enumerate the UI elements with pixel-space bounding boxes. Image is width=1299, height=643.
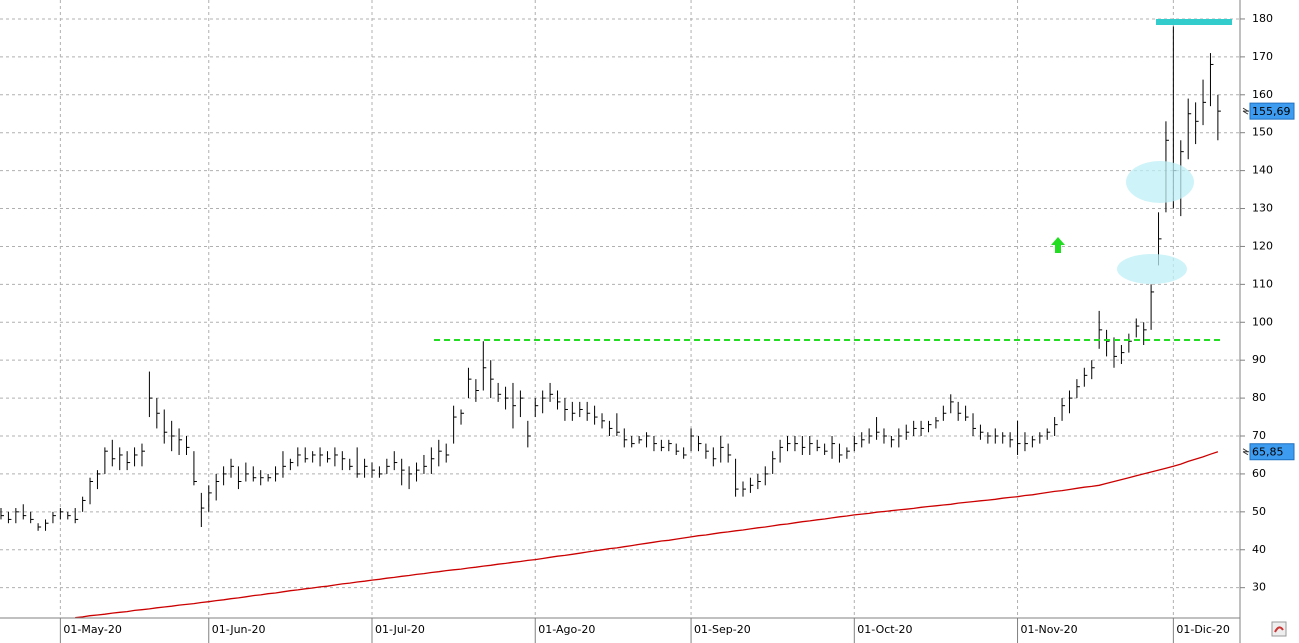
icon-glyph <box>1274 626 1284 633</box>
price-label-box <box>1249 443 1295 461</box>
y-tick-label: 70 <box>1252 429 1266 442</box>
moving-average <box>75 451 1219 619</box>
grid-layer <box>0 0 1240 618</box>
x-tick-label: 01-Oct-20 <box>857 623 912 636</box>
price-label: 65,85 <box>1252 446 1284 459</box>
x-tick-label: 01-Jun-20 <box>212 623 266 636</box>
y-tick-label: 50 <box>1252 505 1266 518</box>
plot-layer <box>0 26 1221 619</box>
annotations <box>434 19 1232 341</box>
x-tick-label: 01-Jul-20 <box>375 623 425 636</box>
y-tick-label: 150 <box>1252 126 1273 139</box>
x-tick-label: 01-Dic-20 <box>1176 623 1230 636</box>
x-tick-label: 01-Nov-20 <box>1021 623 1078 636</box>
y-tick-label: 40 <box>1252 543 1266 556</box>
y-tick-label: 100 <box>1252 315 1273 328</box>
y-tick-label: 60 <box>1252 467 1266 480</box>
price-label-box <box>1249 102 1295 120</box>
settings-icon[interactable] <box>1271 621 1287 637</box>
price-label: 155,69 <box>1252 105 1291 118</box>
y-tick-label: 110 <box>1252 277 1273 290</box>
y-tick-label: 140 <box>1252 164 1273 177</box>
x-tick-label: 01-Sep-20 <box>694 623 751 636</box>
highlight-ellipse <box>1126 161 1194 203</box>
y-tick-label: 170 <box>1252 50 1273 63</box>
y-tick-label: 180 <box>1252 12 1273 25</box>
x-tick-label: 01-Ago-20 <box>538 623 595 636</box>
y-tick-label: 130 <box>1252 202 1273 215</box>
y-tick-label: 120 <box>1252 239 1273 252</box>
y-tick-label: 80 <box>1252 391 1266 404</box>
y-tick-label: 160 <box>1252 88 1273 101</box>
highlight-ellipse <box>1117 254 1187 284</box>
y-tick-label: 90 <box>1252 353 1266 366</box>
x-tick-label: 01-May-20 <box>63 623 121 636</box>
price-pointer <box>1242 107 1249 115</box>
up-arrow <box>1051 237 1065 253</box>
y-tick-label: 30 <box>1252 581 1266 594</box>
price-pointer <box>1242 448 1249 456</box>
